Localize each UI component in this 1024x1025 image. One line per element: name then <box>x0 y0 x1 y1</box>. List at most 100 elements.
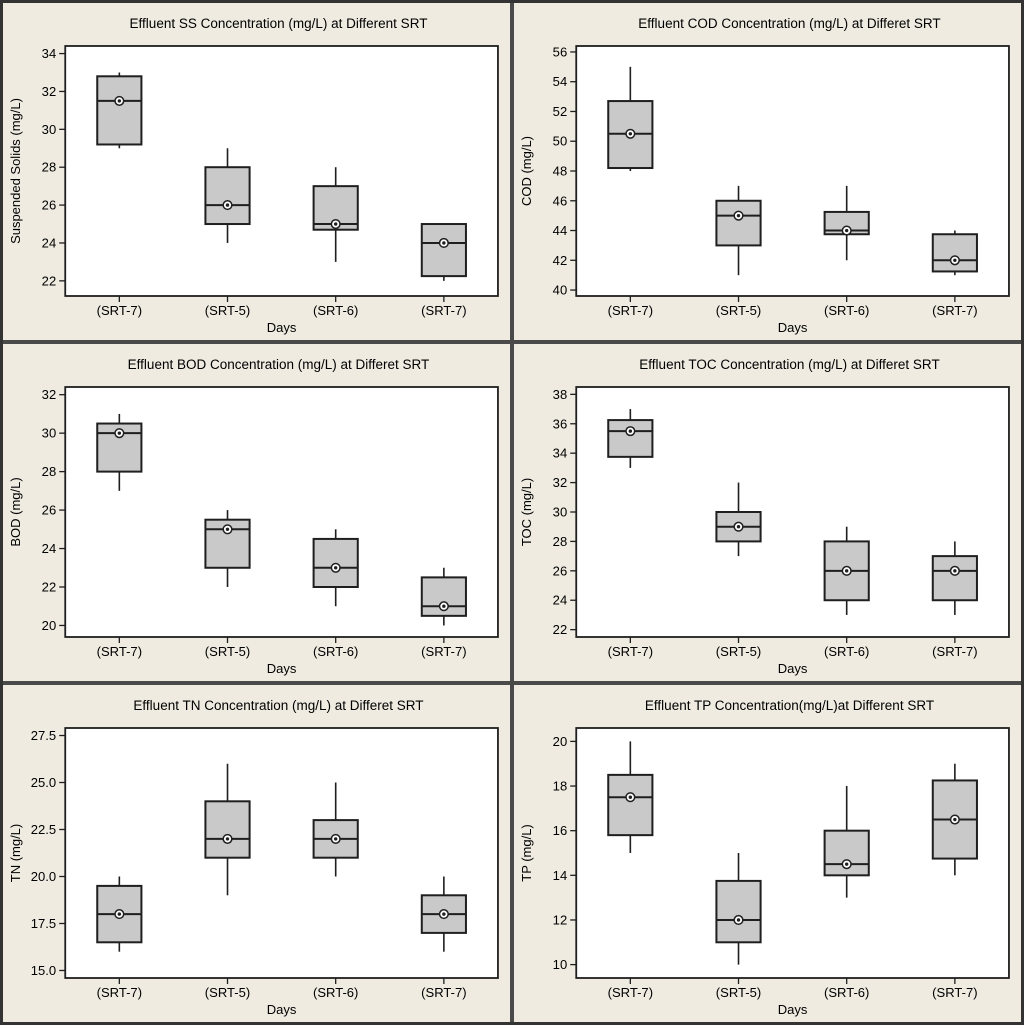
y-tick-label: 10 <box>553 957 568 972</box>
panel-tp: Effluent TP Concentration(mg/L)at Differ… <box>514 685 1021 1022</box>
y-tick-label: 32 <box>42 84 57 99</box>
mean-marker-dot <box>333 222 338 226</box>
x-tick-label: (SRT-7) <box>97 985 142 1000</box>
y-tick-label: 16 <box>553 823 568 838</box>
x-tick-label: (SRT-6) <box>824 303 869 318</box>
chart-title-tn: Effluent TN Concentration (mg/L) at Diff… <box>133 698 424 713</box>
x-tick-label: (SRT-6) <box>824 985 869 1000</box>
y-tick-label: 26 <box>553 563 568 578</box>
x-tick-label: (SRT-5) <box>205 644 250 659</box>
chart-title-toc: Effluent TOC Concentration (mg/L) at Dif… <box>639 357 940 372</box>
y-tick-label: 36 <box>553 416 568 431</box>
mean-marker-dot <box>442 604 446 608</box>
y-tick-label: 34 <box>553 446 568 461</box>
y-tick-label: 24 <box>42 235 57 250</box>
box-iqr <box>715 879 762 944</box>
y-tick-label: 24 <box>553 593 568 608</box>
mean-marker-dot <box>736 525 741 529</box>
plot-frame <box>64 45 499 297</box>
y-tick-label: 12 <box>553 912 568 927</box>
y-tick-label: 14 <box>553 868 568 883</box>
chart-title-bod: Effluent BOD Concentration (mg/L) at Dif… <box>127 357 430 372</box>
x-axis-title: Days <box>778 320 808 335</box>
boxplot-bod: 20 22 24 26 28 30 32 (SRT-7) (SRT-5) (SRT-6) (SRT-… <box>8 386 499 676</box>
mean-marker-dot <box>736 213 741 218</box>
plot-frame <box>64 386 499 638</box>
mean-marker-dot <box>442 912 446 916</box>
box-iqr <box>715 199 762 247</box>
box-iqr <box>931 233 978 273</box>
x-tick-label: (SRT-7) <box>421 644 466 659</box>
box-iqr <box>607 419 654 458</box>
x-axis-title: Days <box>778 1002 808 1017</box>
mean-marker-dot <box>225 837 230 841</box>
y-tick-label: 32 <box>42 387 57 402</box>
chart-title-cod: Effluent COD Concentration (mg/L) at Dif… <box>638 16 941 31</box>
y-axis-title: TP (mg/L) <box>519 824 534 882</box>
y-tick-label: 26 <box>42 198 57 213</box>
mean-marker-dot <box>844 228 849 233</box>
plot-frame <box>575 386 1010 638</box>
panel-ss: Effluent SS Concentration (mg/L) at Diff… <box>3 3 510 340</box>
boxplot-tn: 15.0 17.5 20.0 22.5 25.0 27.5 (SRT-7) (SRT-5) (S… <box>8 727 499 1017</box>
y-tick-label: 28 <box>553 534 568 549</box>
y-tick-label: 25.0 <box>31 775 56 790</box>
y-tick-label: 20 <box>42 618 57 633</box>
y-tick-label: 22.5 <box>31 822 56 837</box>
x-tick-label: (SRT-7) <box>932 303 977 318</box>
x-axis-title: Days <box>778 661 808 676</box>
y-axis-title: Suspended Solids (mg/L) <box>8 98 23 244</box>
y-axis-title: TN (mg/L) <box>8 824 23 882</box>
y-tick-label: 20.0 <box>31 869 56 884</box>
x-axis-title: Days <box>267 1002 297 1017</box>
boxplot-cod: 40 42 44 46 48 50 52 54 56 (SRT-7) (SRT-5) (SRT-6) (… <box>519 44 1010 335</box>
y-tick-label: 22 <box>42 580 57 595</box>
x-tick-label: (SRT-5) <box>716 985 761 1000</box>
y-tick-label: 42 <box>553 253 568 268</box>
y-tick-label: 44 <box>553 223 568 238</box>
y-tick-label: 52 <box>553 104 568 119</box>
x-tick-label: (SRT-5) <box>716 303 761 318</box>
x-tick-label: (SRT-7) <box>97 303 142 318</box>
x-tick-label: (SRT-7) <box>421 303 466 318</box>
x-tick-label: (SRT-7) <box>97 644 142 659</box>
panel-bod: Effluent BOD Concentration (mg/L) at Dif… <box>3 344 510 681</box>
x-tick-label: (SRT-7) <box>932 985 977 1000</box>
y-tick-label: 54 <box>553 74 568 89</box>
y-tick-label: 56 <box>553 44 568 59</box>
y-axis-title: COD (mg/L) <box>519 136 534 206</box>
mean-marker-dot <box>225 203 230 207</box>
x-tick-label: (SRT-5) <box>205 985 250 1000</box>
y-axis-title: TOC (mg/L) <box>519 478 534 546</box>
mean-marker-dot <box>628 795 633 799</box>
x-axis-title: Days <box>267 320 297 335</box>
y-tick-label: 46 <box>553 193 568 208</box>
plot-frame <box>575 45 1010 297</box>
mean-marker-dot <box>333 837 338 841</box>
box-iqr <box>204 166 251 226</box>
y-tick-label: 30 <box>553 505 568 520</box>
y-tick-label: 24 <box>42 541 57 556</box>
box-iqr <box>420 223 467 278</box>
y-axis-title: BOD (mg/L) <box>8 477 23 546</box>
chart-title-tp: Effluent TP Concentration(mg/L)at Differ… <box>644 698 935 713</box>
x-tick-label: (SRT-7) <box>932 644 977 659</box>
mean-marker-dot <box>117 912 122 916</box>
mean-marker-dot <box>736 918 741 922</box>
x-tick-label: (SRT-7) <box>608 644 653 659</box>
mean-marker-dot <box>953 569 957 573</box>
mean-marker-dot <box>844 569 849 573</box>
x-axis-title: Days <box>267 661 297 676</box>
y-tick-label: 28 <box>42 160 57 175</box>
chart-title-ss: Effluent SS Concentration (mg/L) at Diff… <box>129 16 428 31</box>
y-tick-label: 18 <box>553 779 568 794</box>
y-tick-label: 22 <box>553 622 568 637</box>
box-iqr <box>931 555 978 602</box>
box-iqr <box>204 800 251 859</box>
y-tick-label: 30 <box>42 122 57 137</box>
y-tick-label: 32 <box>553 475 568 490</box>
x-tick-label: (SRT-6) <box>824 644 869 659</box>
x-tick-label: (SRT-7) <box>421 985 466 1000</box>
mean-marker-dot <box>628 132 633 136</box>
x-tick-label: (SRT-6) <box>313 644 358 659</box>
